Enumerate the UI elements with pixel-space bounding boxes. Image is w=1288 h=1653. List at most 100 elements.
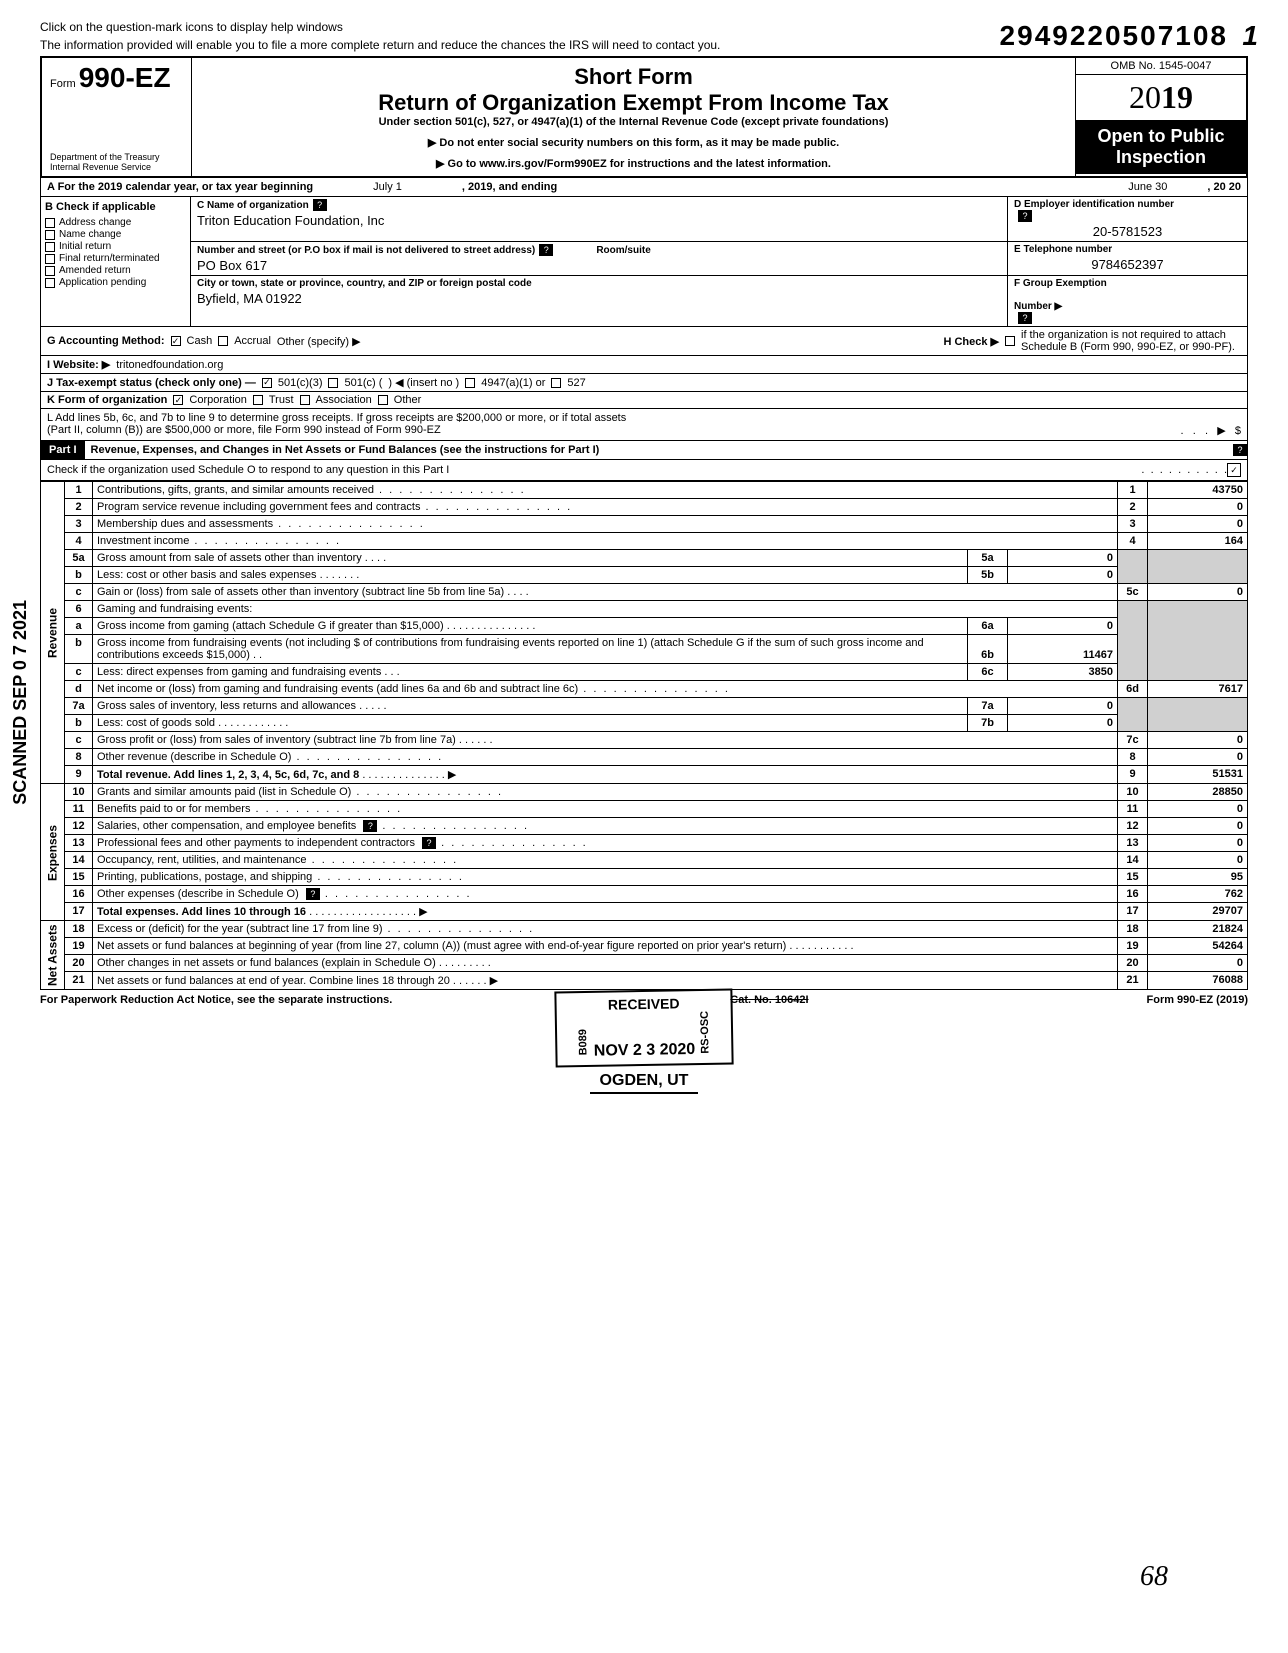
open-public-2: Inspection bbox=[1080, 147, 1242, 168]
line-6c-sv: 3850 bbox=[1008, 664, 1118, 681]
lbl-4947: 4947(a)(1) or bbox=[481, 377, 545, 389]
chk-501c[interactable] bbox=[328, 378, 338, 388]
lbl-other-org: Other bbox=[394, 394, 422, 406]
chk-schedule-o[interactable]: ✓ bbox=[1227, 463, 1241, 477]
form-header: Form 990-EZ Department of the Treasury I… bbox=[40, 56, 1248, 178]
ein-value: 20-5781523 bbox=[1014, 224, 1241, 239]
line-10-val: 28850 bbox=[1148, 784, 1248, 801]
line-8-val: 0 bbox=[1148, 749, 1248, 766]
line-7a-desc: Gross sales of inventory, less returns a… bbox=[97, 700, 356, 712]
line-12-desc: Salaries, other compensation, and employ… bbox=[97, 820, 356, 832]
help-icon[interactable]: ? bbox=[306, 888, 320, 900]
line-16-box: 16 bbox=[1118, 886, 1148, 903]
line-7b-desc: Less: cost of goods sold bbox=[97, 717, 215, 729]
line-17-box: 17 bbox=[1118, 903, 1148, 921]
city-value: Byfield, MA 01922 bbox=[197, 291, 1007, 306]
line-13-box: 13 bbox=[1118, 835, 1148, 852]
line-5b-desc: Less: cost or other basis and sales expe… bbox=[97, 569, 317, 581]
dollar-l: $ bbox=[1235, 425, 1241, 437]
document-stamp-number: 2949220507108 bbox=[1000, 20, 1228, 52]
section-b-heading: B Check if applicable bbox=[45, 201, 186, 213]
help-icon[interactable]: ? bbox=[422, 837, 436, 849]
chk-amended-return[interactable] bbox=[45, 266, 55, 276]
line-11-desc: Benefits paid to or for members bbox=[97, 803, 250, 815]
line-7a-num: 7a bbox=[65, 698, 93, 715]
ssn-warning: ▶ Do not enter social security numbers o… bbox=[204, 136, 1063, 149]
section-l-line2: (Part II, column (B)) are $500,000 or mo… bbox=[47, 424, 441, 437]
line-16-desc: Other expenses (describe in Schedule O) bbox=[97, 888, 299, 900]
line-17-desc: Total expenses. Add lines 10 through 16 bbox=[97, 906, 306, 918]
line-20-val: 0 bbox=[1148, 955, 1248, 972]
rs-osc-stamp: RS-OSC bbox=[699, 1011, 712, 1054]
line-1-val: 43750 bbox=[1148, 482, 1248, 499]
line-21-box: 21 bbox=[1118, 972, 1148, 990]
line-6c-desc: Less: direct expenses from gaming and fu… bbox=[97, 666, 381, 678]
chk-4947[interactable] bbox=[465, 378, 475, 388]
line-5c-box: 5c bbox=[1118, 584, 1148, 601]
line-21-val: 76088 bbox=[1148, 972, 1248, 990]
chk-accrual[interactable] bbox=[218, 336, 228, 346]
expenses-label: Expenses bbox=[41, 784, 65, 921]
section-g-label: G Accounting Method: bbox=[47, 335, 165, 347]
line-21-num: 21 bbox=[65, 972, 93, 990]
chk-501c3[interactable]: ✓ bbox=[262, 378, 272, 388]
open-public-1: Open to Public bbox=[1080, 126, 1242, 147]
chk-other-org[interactable] bbox=[378, 395, 388, 405]
line-16-val: 762 bbox=[1148, 886, 1248, 903]
help-icon[interactable]: ? bbox=[363, 820, 377, 832]
line-4-val: 164 bbox=[1148, 533, 1248, 550]
lbl-amended-return: Amended return bbox=[59, 265, 131, 276]
period-mid: , 2019, and ending bbox=[462, 181, 557, 193]
lbl-address-change: Address change bbox=[59, 217, 131, 228]
help-icon[interactable]: ? bbox=[1018, 312, 1032, 324]
line-15-desc: Printing, publications, postage, and shi… bbox=[97, 871, 312, 883]
chk-corp[interactable]: ✓ bbox=[173, 395, 183, 405]
line-18-val: 21824 bbox=[1148, 921, 1248, 938]
section-f-label: F Group Exemption bbox=[1014, 278, 1241, 289]
line-6d-num: d bbox=[65, 681, 93, 698]
chk-schedule-b[interactable] bbox=[1005, 336, 1015, 346]
help-icon[interactable]: ? bbox=[539, 244, 553, 256]
line-17-val: 29707 bbox=[1148, 903, 1248, 921]
chk-address-change[interactable] bbox=[45, 218, 55, 228]
line-6d-desc: Net income or (loss) from gaming and fun… bbox=[97, 683, 578, 695]
line-7b-sv: 0 bbox=[1008, 715, 1118, 732]
room-label: Room/suite bbox=[596, 245, 650, 256]
help-icon[interactable]: ? bbox=[1018, 210, 1032, 222]
section-b: B Check if applicable Address change Nam… bbox=[41, 197, 191, 326]
lbl-accrual: Accrual bbox=[234, 335, 271, 347]
section-h-label: H Check ▶ bbox=[943, 335, 999, 348]
line-9-desc: Total revenue. Add lines 1, 2, 3, 4, 5c,… bbox=[97, 769, 359, 781]
period-end: June 30 bbox=[1128, 181, 1167, 193]
line-14-val: 0 bbox=[1148, 852, 1248, 869]
line-7c-num: c bbox=[65, 732, 93, 749]
b089-stamp: B089 bbox=[577, 1029, 589, 1056]
line-6d-box: 6d bbox=[1118, 681, 1148, 698]
section-d-label: D Employer identification number bbox=[1014, 199, 1241, 210]
line-18-desc: Excess or (deficit) for the year (subtra… bbox=[97, 923, 383, 935]
lbl-527: 527 bbox=[567, 377, 585, 389]
chk-initial-return[interactable] bbox=[45, 242, 55, 252]
chk-assoc[interactable] bbox=[300, 395, 310, 405]
period-label: A For the 2019 calendar year, or tax yea… bbox=[47, 181, 313, 193]
chk-527[interactable] bbox=[551, 378, 561, 388]
handwritten-68: 68 bbox=[1140, 1561, 1168, 1593]
help-icon[interactable]: ? bbox=[1233, 444, 1247, 456]
chk-final-return[interactable] bbox=[45, 254, 55, 264]
main-title: Return of Organization Exempt From Incom… bbox=[204, 90, 1063, 116]
chk-trust[interactable] bbox=[253, 395, 263, 405]
section-k-label: K Form of organization bbox=[47, 394, 167, 406]
line-13-val: 0 bbox=[1148, 835, 1248, 852]
section-l-line1: L Add lines 5b, 6c, and 7b to line 9 to … bbox=[47, 412, 1241, 424]
help-icon[interactable]: ? bbox=[313, 199, 327, 211]
chk-cash[interactable]: ✓ bbox=[171, 336, 181, 346]
line-15-box: 15 bbox=[1118, 869, 1148, 886]
chk-name-change[interactable] bbox=[45, 230, 55, 240]
line-15-val: 95 bbox=[1148, 869, 1248, 886]
line-4-desc: Investment income bbox=[97, 535, 189, 547]
line-7a-sv: 0 bbox=[1008, 698, 1118, 715]
chk-application-pending[interactable] bbox=[45, 278, 55, 288]
line-4-box: 4 bbox=[1118, 533, 1148, 550]
line-11-num: 11 bbox=[65, 801, 93, 818]
line-17-num: 17 bbox=[65, 903, 93, 921]
